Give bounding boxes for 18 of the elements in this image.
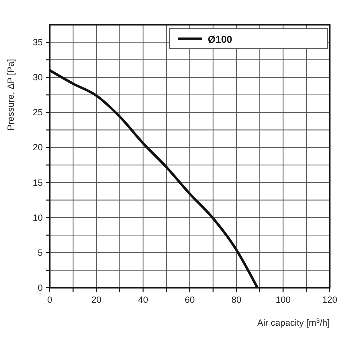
x-tick-label: 100 [276, 295, 291, 305]
x-tick-label: 120 [322, 295, 338, 305]
y-tick-label: 30 [32, 72, 43, 83]
y-tick-label: 10 [32, 212, 43, 223]
x-tick-label: 80 [232, 295, 242, 305]
y-tick-label: 5 [38, 248, 43, 258]
x-tick-label: 60 [184, 295, 196, 305]
x-axis-title: Air capacity [m$^{3}$/h] [257, 318, 330, 328]
y-tick-label: 0 [38, 283, 43, 293]
x-tick-label: 40 [138, 295, 148, 305]
y-tick-label: 35 [32, 38, 43, 48]
legend-label: Ø100 [208, 35, 233, 46]
y-tick-label: 25 [32, 108, 43, 118]
y-axis-title: Pressure, ΔP [Pa] [6, 59, 16, 131]
y-tick-label: 20 [32, 142, 43, 153]
x-tick-label: 20 [92, 295, 102, 305]
x-tick-label: 0 [47, 295, 53, 305]
y-tick-label: 15 [32, 178, 43, 188]
